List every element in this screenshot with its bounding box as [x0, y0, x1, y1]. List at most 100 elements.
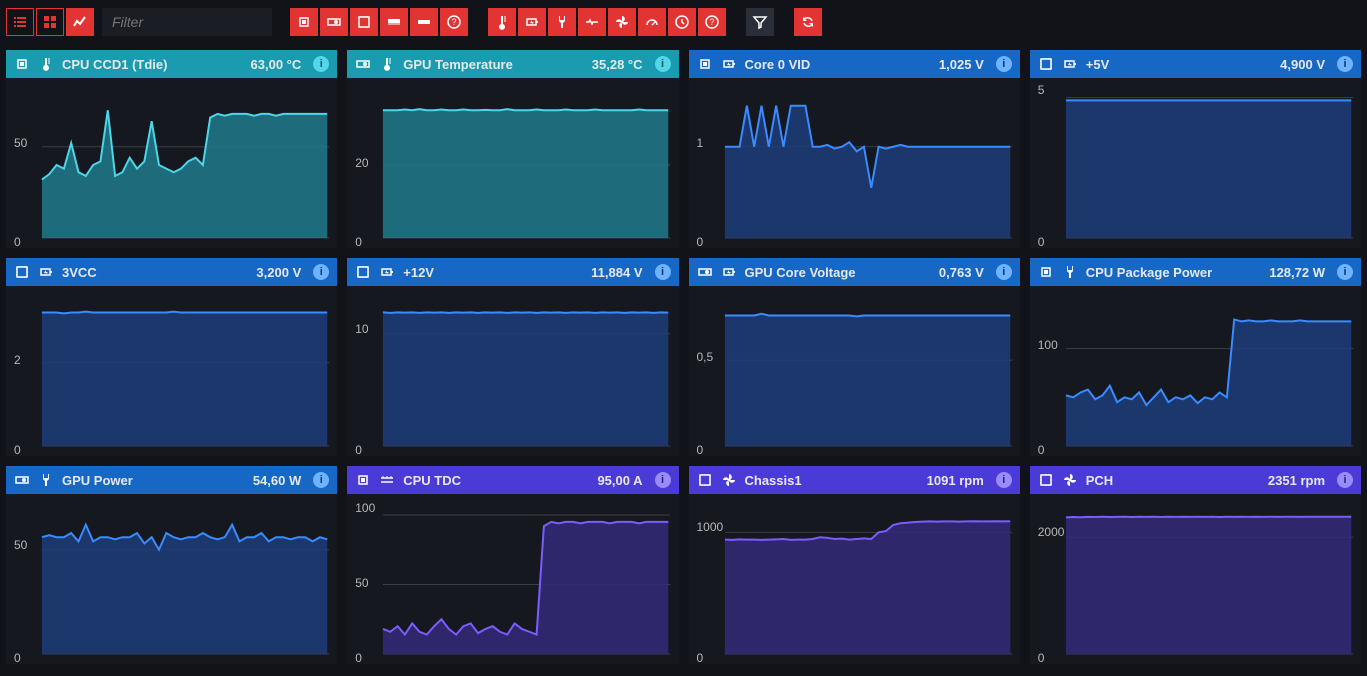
filter-usage-button[interactable]	[668, 8, 696, 36]
y-tick-label: 1	[697, 136, 704, 150]
info-icon[interactable]: i	[996, 264, 1012, 280]
panel-header: GPU Temperature 35,28 °C i	[347, 50, 678, 78]
info-icon[interactable]: i	[313, 264, 329, 280]
panel-cpu_tdc[interactable]: CPU TDC 95,00 A i 050100	[347, 466, 678, 664]
funnel-button[interactable]	[746, 8, 774, 36]
panel-plus5v[interactable]: +5V 4,900 V i 05	[1030, 50, 1361, 248]
panel-chassis1[interactable]: Chassis1 1091 rpm i 01000	[689, 466, 1020, 664]
y-tick-label: 10	[355, 322, 368, 336]
y-tick-label: 0	[14, 443, 21, 457]
panel-core0_vid[interactable]: Core 0 VID 1,025 V i 01	[689, 50, 1020, 248]
clock-icon	[674, 14, 690, 30]
panel-3vcc[interactable]: 3VCC 3,200 V i 02	[6, 258, 337, 456]
filter-clock-button[interactable]	[638, 8, 666, 36]
chart-icon	[72, 14, 88, 30]
panel-gpu_vcore[interactable]: GPU Core Voltage 0,763 V i 00,5	[689, 258, 1020, 456]
filter-temp-button[interactable]	[488, 8, 516, 36]
info-icon[interactable]: i	[313, 56, 329, 72]
filter-input[interactable]	[102, 8, 272, 36]
info-icon[interactable]: i	[655, 264, 671, 280]
chart-view-button[interactable]	[66, 8, 94, 36]
cpu-icon	[296, 14, 312, 30]
gpu-icon	[355, 56, 371, 72]
y-tick-label: 5	[1038, 83, 1045, 97]
filter-memory-button[interactable]	[380, 8, 408, 36]
gauge-icon	[644, 14, 660, 30]
y-tick-label: 0	[697, 651, 704, 665]
panel-title: +12V	[403, 265, 583, 280]
mobo-icon	[697, 472, 713, 488]
memory-icon	[386, 14, 402, 30]
cpu-icon	[14, 56, 30, 72]
panel-pch[interactable]: PCH 2351 rpm i 02000	[1030, 466, 1361, 664]
panel-header: PCH 2351 rpm i	[1030, 466, 1361, 494]
chart-area: 05	[1030, 78, 1361, 248]
grid-view-button[interactable]	[36, 8, 64, 36]
chart-area: 050100	[347, 494, 678, 664]
filter-fan-button[interactable]	[608, 8, 636, 36]
panel-header: +5V 4,900 V i	[1030, 50, 1361, 78]
batt-icon	[379, 264, 395, 280]
panel-gpu_pwr[interactable]: GPU Power 54,60 W i 050	[6, 466, 337, 664]
list-view-button[interactable]	[6, 8, 34, 36]
info-icon[interactable]: i	[655, 56, 671, 72]
filter-mobo-button[interactable]	[350, 8, 378, 36]
info-icon[interactable]: i	[1337, 56, 1353, 72]
refresh-button[interactable]	[794, 8, 822, 36]
question-icon: ?	[446, 14, 462, 30]
panel-grid: CPU CCD1 (Tdie) 63,00 °C i 050 GPU Tempe…	[0, 44, 1367, 670]
panel-value: 35,28 °C	[592, 57, 643, 72]
cpu-icon	[1038, 264, 1054, 280]
mobo-icon	[355, 264, 371, 280]
panel-value: 4,900 V	[1280, 57, 1325, 72]
chart-svg	[12, 294, 331, 452]
info-icon[interactable]: i	[313, 472, 329, 488]
filter-power-button[interactable]	[548, 8, 576, 36]
info-icon[interactable]: i	[996, 472, 1012, 488]
fan-icon	[614, 14, 630, 30]
chart-svg	[353, 294, 672, 452]
filter-unknown-a-button[interactable]: ?	[440, 8, 468, 36]
panel-title: Chassis1	[745, 473, 919, 488]
chart-area: 01	[689, 78, 1020, 248]
panel-header: 3VCC 3,200 V i	[6, 258, 337, 286]
info-icon[interactable]: i	[1337, 472, 1353, 488]
info-icon[interactable]: i	[996, 56, 1012, 72]
gpu-icon	[697, 264, 713, 280]
chart-svg	[1036, 502, 1355, 660]
chart-svg	[12, 502, 331, 660]
panel-gpu_temp[interactable]: GPU Temperature 35,28 °C i 020	[347, 50, 678, 248]
filter-gpu-button[interactable]	[320, 8, 348, 36]
filter-voltage-button[interactable]	[518, 8, 546, 36]
panel-plus12v[interactable]: +12V 11,884 V i 010	[347, 258, 678, 456]
y-tick-label: 0	[355, 443, 362, 457]
thermo-icon	[379, 56, 395, 72]
y-tick-label: 0,5	[697, 350, 714, 364]
gpu-icon	[326, 14, 342, 30]
filter-current-button[interactable]	[578, 8, 606, 36]
type-filter-group: ?	[488, 8, 728, 36]
panel-header: GPU Core Voltage 0,763 V i	[689, 258, 1020, 286]
panel-header: CPU CCD1 (Tdie) 63,00 °C i	[6, 50, 337, 78]
filter-cpu-button[interactable]	[290, 8, 318, 36]
chart-svg	[695, 86, 1014, 244]
panel-title: CPU CCD1 (Tdie)	[62, 57, 243, 72]
chart-svg	[1036, 86, 1355, 244]
panel-header: CPU Package Power 128,72 W i	[1030, 258, 1361, 286]
info-icon[interactable]: i	[655, 472, 671, 488]
panel-cpu_pkg_pwr[interactable]: CPU Package Power 128,72 W i 0100	[1030, 258, 1361, 456]
plug-icon	[38, 472, 54, 488]
chart-svg	[353, 86, 672, 244]
y-tick-label: 100	[355, 501, 375, 515]
panel-cpu_ccd1[interactable]: CPU CCD1 (Tdie) 63,00 °C i 050	[6, 50, 337, 248]
y-tick-label: 0	[355, 651, 362, 665]
storage-icon	[416, 14, 432, 30]
filter-unknown-b-button[interactable]: ?	[698, 8, 726, 36]
y-tick-label: 0	[1038, 235, 1045, 249]
panel-value: 3,200 V	[256, 265, 301, 280]
panel-title: Core 0 VID	[745, 57, 931, 72]
panel-header: Chassis1 1091 rpm i	[689, 466, 1020, 494]
chart-svg	[12, 86, 331, 244]
info-icon[interactable]: i	[1337, 264, 1353, 280]
filter-storage-button[interactable]	[410, 8, 438, 36]
